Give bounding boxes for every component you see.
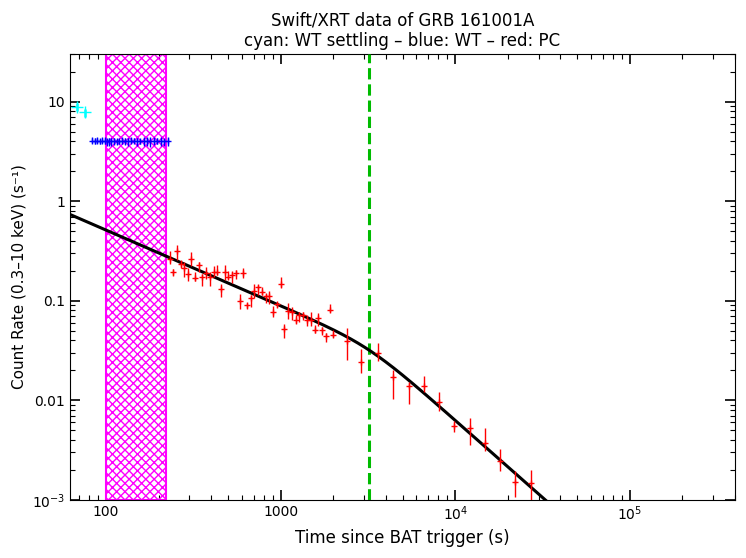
Y-axis label: Count Rate (0.3–10 keV) (s⁻¹): Count Rate (0.3–10 keV) (s⁻¹) — [11, 165, 26, 389]
Bar — [106, 54, 166, 500]
X-axis label: Time since BAT trigger (s): Time since BAT trigger (s) — [295, 529, 510, 547]
Title: Swift/XRT data of GRB 161001A
cyan: WT settling – blue: WT – red: PC: Swift/XRT data of GRB 161001A cyan: WT s… — [244, 11, 560, 50]
